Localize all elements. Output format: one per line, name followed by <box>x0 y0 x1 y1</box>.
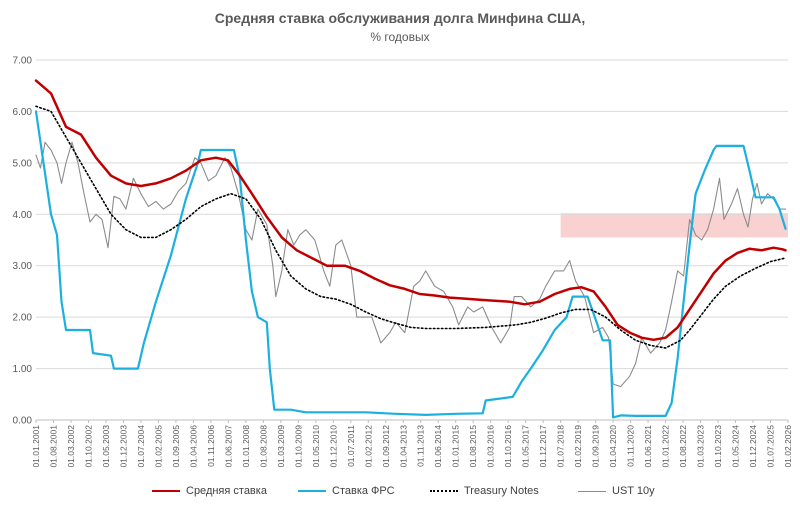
highlight-band <box>560 213 789 238</box>
legend-swatch-ust-10y <box>578 490 606 492</box>
y-tick-label: 3.00 <box>13 261 33 272</box>
x-tick-label: 01.11.2020 <box>626 425 636 467</box>
x-tick-label: 01.08.2001 <box>48 425 58 468</box>
x-tick-label: 01.02.2012 <box>363 425 373 468</box>
x-tick-label: 01.10.2002 <box>83 425 93 468</box>
x-tick-label: 01.04.2020 <box>608 425 618 468</box>
x-tick-label: 01.10.2009 <box>293 425 303 468</box>
x-tick-label: 01.03.2016 <box>486 425 496 468</box>
x-tick-label: 01.05.2017 <box>521 425 531 468</box>
x-tick-label: 01.06.2007 <box>223 425 233 468</box>
x-tick-label: 01.08.2015 <box>468 425 478 468</box>
legend-label-ust-10y: UST 10y <box>612 485 655 497</box>
y-tick-label: 2.00 <box>13 313 33 324</box>
legend-item-treasury-notes: Treasury Notes <box>430 485 539 497</box>
legend-swatch-fed-rate <box>298 490 326 493</box>
x-tick-label: 01.06.2021 <box>643 425 653 468</box>
legend-item-ust-10y: UST 10y <box>578 485 655 497</box>
series-fed-rate-line <box>34 110 787 419</box>
x-tick-label: 01.02.2005 <box>153 425 163 468</box>
legend-swatch-avg-rate <box>152 490 180 493</box>
x-tick-label: 01.02.2026 <box>783 425 793 468</box>
x-tick-label: 01.09.2012 <box>381 425 391 468</box>
legend-item-fed-rate: Ставка ФРС <box>298 485 395 497</box>
chart-title: Средняя ставка обслуживания долга Минфин… <box>214 10 586 26</box>
x-tick-label: 01.02.2019 <box>573 425 583 468</box>
x-tick-label: 01.03.2023 <box>696 425 706 468</box>
x-tick-label: 01.01.2022 <box>661 425 671 468</box>
x-tick-label: 01.07.2004 <box>136 425 146 468</box>
y-tick-label: 0.00 <box>13 416 33 427</box>
x-tick-label: 01.08.2022 <box>678 425 688 468</box>
x-tick-label: 01.10.2016 <box>503 425 513 468</box>
x-tick-label: 01.05.2024 <box>731 425 741 468</box>
x-tick-label: 01.04.2006 <box>188 425 198 468</box>
legend-label-avg-rate: Средняя ставка <box>186 485 267 497</box>
y-tick-label: 6.00 <box>13 107 33 118</box>
x-tick-label: 01.03.2002 <box>66 425 76 468</box>
x-tick-label: 01.07.2011 <box>346 425 356 467</box>
series-treasury-notes-line <box>35 105 787 349</box>
x-tick-label: 01.12.2017 <box>538 425 548 468</box>
x-tick-label: 01.12.2010 <box>328 425 338 468</box>
x-tick-label: 01.12.2024 <box>748 425 758 468</box>
x-tick-label: 01.03.2009 <box>276 425 286 468</box>
y-tick-label: 4.00 <box>13 210 33 221</box>
legend-label-fed-rate: Ставка ФРС <box>332 485 395 497</box>
x-tick-label: 01.01.2008 <box>241 425 251 468</box>
x-tick-label: 01.07.2025 <box>766 425 776 468</box>
x-tick-label: 01.01.2001 <box>31 425 41 468</box>
x-tick-label: 01.09.2019 <box>591 425 601 468</box>
x-tick-label: 01.12.2003 <box>118 425 128 468</box>
legend-swatch-treasury-notes <box>430 490 458 493</box>
x-tick-label: 01.11.2006 <box>206 425 216 467</box>
x-tick-label: 01.05.2010 <box>311 425 321 468</box>
x-tick-label: 01.09.2005 <box>171 425 181 468</box>
x-tick-label: 01.10.2023 <box>713 425 723 468</box>
x-tick-label: 01.05.2003 <box>101 425 111 468</box>
x-tick-label: 01.07.2018 <box>556 425 566 468</box>
series-ust-10y-line <box>35 141 787 388</box>
y-tick-label: 1.00 <box>13 364 33 375</box>
x-tick-label: 01.11.2013 <box>416 425 426 467</box>
x-tick-label: 01.08.2008 <box>258 425 268 468</box>
x-tick-label: 01.04.2013 <box>398 425 408 468</box>
chart-subtitle: % годовых <box>370 30 430 44</box>
x-tick-label: 01.01.2015 <box>451 425 461 468</box>
series-avg-rate-line <box>34 79 787 342</box>
legend: Средняя ставка Ставка ФРС Treasury Notes… <box>0 485 800 503</box>
legend-item-avg-rate: Средняя ставка <box>152 485 267 497</box>
x-tick-label: 01.06.2014 <box>433 425 443 468</box>
y-tick-label: 5.00 <box>13 158 33 169</box>
legend-label-treasury-notes: Treasury Notes <box>464 485 539 497</box>
y-tick-label: 7.00 <box>13 56 33 67</box>
